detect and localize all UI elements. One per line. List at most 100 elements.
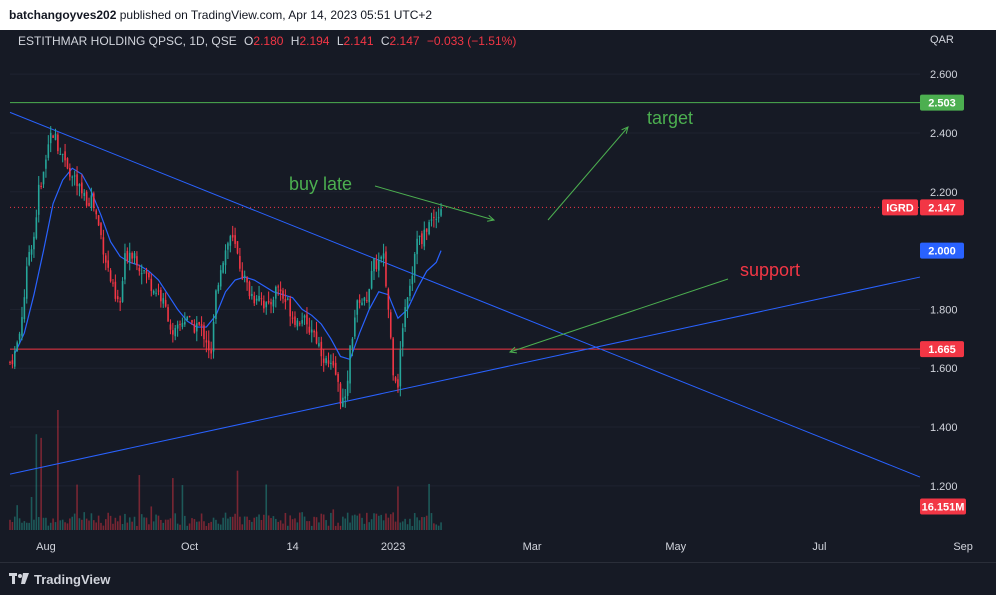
candle-body: [104, 255, 107, 263]
target-arrow-head: [621, 126, 629, 134]
volume-bar: [313, 516, 315, 530]
candle-body: [157, 290, 160, 292]
candle-body: [83, 192, 86, 196]
candle-body: [155, 292, 157, 294]
volume-bar: [145, 517, 148, 530]
volume-bar: [193, 519, 196, 530]
candle-body: [64, 151, 66, 161]
candle-body: [318, 343, 320, 347]
volume-bar: [409, 518, 411, 530]
candle-body: [145, 270, 148, 274]
annotation-support: support: [740, 260, 800, 280]
volume-bar: [121, 524, 124, 530]
candle-body: [236, 241, 239, 254]
volume-bar: [176, 523, 179, 530]
candle-body: [389, 312, 392, 338]
candle-body: [413, 253, 416, 276]
volume-bar: [150, 506, 153, 530]
candle-body: [148, 272, 150, 278]
volume-bar: [64, 522, 66, 530]
volume-bar: [413, 513, 416, 530]
price-tag-label: 2.147: [928, 202, 956, 214]
candle-body: [344, 396, 347, 399]
volume-bar: [377, 515, 380, 530]
volume-bar: [263, 514, 265, 530]
target-arrow: [547, 126, 629, 221]
candle-body: [248, 281, 251, 297]
symbol-title[interactable]: ESTITHMAR HOLDING QPSC, 1D, QSE: [18, 34, 237, 48]
volume-bar: [322, 514, 325, 530]
price-tag: [920, 341, 964, 358]
volume-bar: [296, 522, 299, 530]
x-tick-label: May: [665, 541, 686, 553]
trendlines: [9, 111, 921, 478]
candle-body: [186, 316, 189, 320]
candle-body: [116, 296, 119, 299]
candle-body: [97, 215, 100, 226]
volume-bar: [124, 513, 126, 530]
volume-bar: [253, 517, 256, 530]
candle-body: [289, 298, 291, 317]
volume-bar: [116, 521, 119, 530]
candle-body: [28, 252, 30, 265]
candle-body: [399, 349, 402, 387]
candle-body: [334, 362, 337, 375]
tradingview-logo[interactable]: TradingView: [9, 571, 110, 587]
candle-body: [169, 324, 172, 330]
candle-body: [380, 256, 382, 259]
volume-bar: [35, 434, 38, 530]
chart-area[interactable]: target buy late support 2.600 2.400 2.200 1.8…: [0, 30, 996, 562]
candles: [9, 126, 442, 410]
publisher-name[interactable]: batchangoyves202: [9, 8, 117, 22]
volume-bar: [315, 517, 318, 530]
volume-bar: [30, 497, 33, 530]
open-value: 2.180: [253, 34, 284, 48]
volume-bar: [167, 519, 169, 530]
volume-bar: [416, 517, 418, 530]
volume-bar: [184, 515, 186, 530]
y-tick-label: 1.400: [930, 422, 958, 434]
low-label: L: [336, 34, 344, 48]
volume-bar: [104, 519, 107, 530]
candle-body: [433, 216, 435, 218]
candle-body: [224, 250, 227, 266]
volume-bar: [143, 517, 145, 530]
volume-bar: [28, 522, 30, 530]
buy-late-arrow-head: [487, 214, 496, 222]
volume-bar: [320, 513, 323, 530]
volume-bar: [179, 524, 181, 530]
candle-body: [184, 321, 186, 325]
price-chart[interactable]: target buy late support 2.600 2.400 2.200 1.8…: [0, 30, 996, 562]
volume-bar: [421, 517, 423, 530]
volume-bar: [195, 521, 198, 530]
candle-body: [109, 270, 112, 282]
volume-bar: [251, 521, 253, 530]
candle-body: [78, 183, 81, 187]
candle-body: [30, 249, 33, 255]
volume-bar: [370, 519, 373, 530]
candle-body: [387, 289, 390, 310]
volume-bar: [128, 517, 131, 530]
candle-body: [296, 320, 299, 327]
volume-bar: [404, 518, 406, 530]
volume-bar: [430, 513, 433, 530]
candle-body: [258, 295, 260, 301]
candle-body: [57, 134, 59, 152]
volume-bar: [71, 516, 74, 530]
candle-body: [112, 282, 114, 284]
volume-bar: [382, 520, 385, 530]
symbol-legend[interactable]: ESTITHMAR HOLDING QPSC, 1D, QSE O2.180 H…: [18, 34, 516, 48]
footer: TradingView: [0, 562, 996, 595]
price-tag-label: 16.151M: [922, 501, 965, 513]
candle-body: [37, 184, 40, 215]
symbol-tag-label: IGRD: [886, 202, 914, 214]
price-tag-label: 2.503: [928, 98, 956, 110]
candle-body: [188, 315, 191, 318]
candle-body: [428, 222, 430, 235]
grid: [10, 73, 920, 487]
volume-bar: [270, 518, 272, 530]
annotations: target buy late support: [289, 108, 800, 280]
volume-bar: [394, 521, 397, 530]
volume-bar: [212, 517, 215, 530]
volume-bar: [303, 516, 306, 530]
